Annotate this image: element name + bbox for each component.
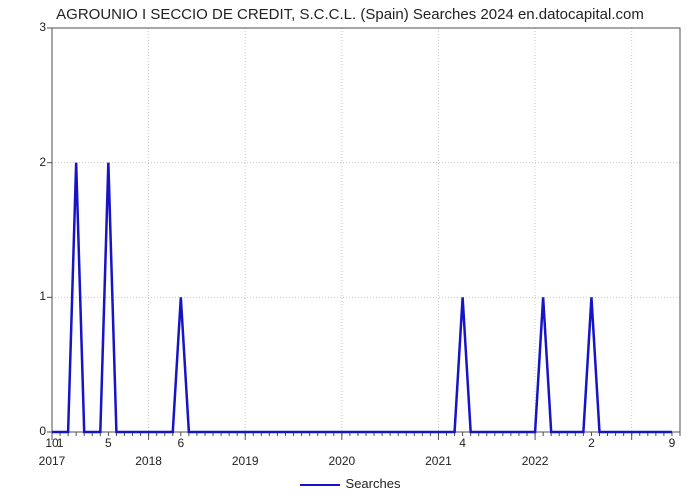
- x-year-label: 2018: [129, 454, 169, 468]
- y-tick-label: 1: [24, 289, 46, 303]
- x-year-label: 2020: [322, 454, 362, 468]
- x-point-label: 9: [660, 436, 684, 450]
- x-point-label: 4: [451, 436, 475, 450]
- legend-swatch: [300, 484, 340, 486]
- y-tick-label: 3: [24, 20, 46, 34]
- x-point-label: 6: [169, 436, 193, 450]
- x-point-label: 2: [579, 436, 603, 450]
- chart-title: AGROUNIO I SECCIO DE CREDIT, S.C.C.L. (S…: [0, 6, 700, 23]
- x-year-label: 2017: [32, 454, 72, 468]
- line-chart: [52, 28, 680, 432]
- x-year-label: 2019: [225, 454, 265, 468]
- x-point-label: 5: [96, 436, 120, 450]
- legend-text: Searches: [346, 476, 401, 491]
- x-point-label: 1: [48, 436, 72, 450]
- x-year-label: 2022: [515, 454, 555, 468]
- y-tick-label: 2: [24, 155, 46, 169]
- legend: Searches: [0, 476, 700, 491]
- x-year-label: 2021: [418, 454, 458, 468]
